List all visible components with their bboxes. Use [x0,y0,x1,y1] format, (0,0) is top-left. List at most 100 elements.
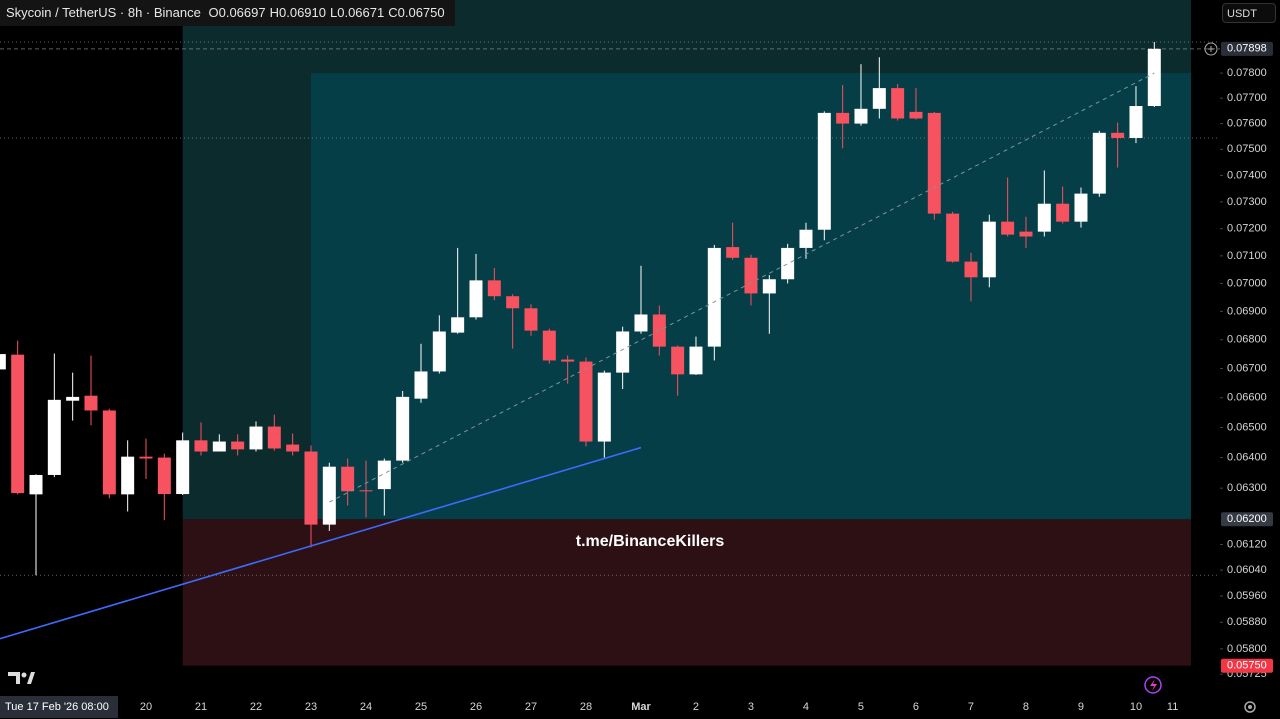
price-marker [1221,658,1273,673]
ohlc-value: 0.06910 [279,5,326,20]
y-tick-label: 0.06040 [1227,564,1267,576]
candle-body [927,112,941,214]
candle-body [121,456,135,495]
x-tick-label: 23 [305,701,317,713]
currency-button[interactable]: USDT [1222,3,1276,23]
y-tick-label: 0.07000 [1227,277,1267,289]
settings-icon[interactable] [1244,701,1256,713]
ohlc-key: H [269,5,279,20]
zone [182,519,1191,666]
y-tick-label: 0.07800 [1227,67,1267,79]
candle-body [506,296,520,309]
x-tick-label: Tue 17 Feb '26 08:00 [5,701,109,713]
candle-body [781,247,795,280]
candle-body [1056,203,1070,222]
candle-body [231,441,245,450]
candle-body [1037,203,1051,232]
x-tick-label: 27 [525,701,537,713]
candle-body [341,466,355,492]
ohlc-key: L [330,5,338,20]
x-tick-label: 26 [470,701,482,713]
candle-body [194,440,208,452]
legend-header: Skycoin / TetherUS · 8h · Binance O0.066… [0,0,455,26]
add-alert-icon[interactable] [1204,42,1218,56]
x-tick-label: 4 [803,701,809,713]
price-marker-label: 0.05750 [1227,660,1267,672]
y-tick-label: 0.06120 [1227,538,1267,550]
candle-body [891,88,905,119]
candle-body [487,280,501,297]
candle-body [561,359,575,362]
plot-area [0,0,1220,666]
candle-body [29,474,43,495]
y-tick-label: 0.07300 [1227,196,1267,208]
y-tick-label: 0.06400 [1227,451,1267,463]
candle-body [1147,48,1161,107]
candle-body [451,317,465,333]
x-tick-label: 20 [140,701,152,713]
candle-body [322,466,336,525]
candle-body [249,426,263,450]
candle-body [304,451,318,525]
y-tick-label: 0.06300 [1227,482,1267,494]
candle-body [139,456,153,459]
y-tick-label: 0.06600 [1227,392,1267,404]
candle-body [1074,193,1088,222]
ohlc-value: 0.06697 [218,5,266,20]
candle-body [982,221,996,278]
x-tick-label: 5 [858,701,864,713]
candle-body [286,444,300,452]
watermark: t.me/BinanceKillers [576,533,725,550]
candle-body [47,399,61,475]
x-tick-label: 22 [250,701,262,713]
candle-body [616,331,630,373]
candle-body [432,331,446,372]
candle-body [854,108,868,124]
candle-body [707,247,721,347]
y-tick-label: 0.07600 [1227,117,1267,129]
x-tick-label: 8 [1023,701,1029,713]
x-tick-label: 7 [968,701,974,713]
y-tick-label: 0.07400 [1227,169,1267,181]
y-tick-label: 0.05880 [1227,616,1267,628]
axes: 0.07800 0.07700 0.07600 0.07500 0.07400 0.073… [0,41,1273,718]
y-tick-label: 0.06700 [1227,362,1267,374]
candle-body [671,346,685,375]
candle-body [946,213,960,262]
candle-body [267,426,281,449]
x-tick-label: 11 [1167,701,1178,713]
candle-body [0,354,6,370]
y-tick-label: 0.07200 [1227,223,1267,235]
x-tick-label: 25 [415,701,427,713]
tv-logo [8,672,35,684]
candle-body [1129,106,1143,138]
y-tick-label: 0.06900 [1227,305,1267,317]
candle-body [817,112,831,230]
candle-body [872,88,886,109]
candle-body [66,396,80,401]
x-tick-label: 9 [1078,701,1084,713]
candle-body [964,261,978,278]
x-tick-label: 2 [693,701,699,713]
x-tick-label: 24 [360,701,372,713]
candle-body [1001,221,1015,235]
candle-body [469,280,483,318]
ohlc-key: C [388,5,398,20]
candle-body [597,372,611,442]
lightning-icon[interactable] [1144,676,1162,694]
candle-body [1092,132,1106,194]
x-tick-label: Mar [631,701,651,713]
candle-body [524,308,538,331]
candle-body [542,330,556,361]
price-marker-label: 0.07898 [1227,43,1267,55]
ohlc-value: 0.06671 [337,5,385,20]
y-tick-label: 0.07500 [1227,143,1267,155]
candle-body [11,354,25,494]
ohlc-value: 0.06750 [397,5,445,20]
candle-body [102,410,116,495]
candle-body [579,361,593,442]
candle-body [909,111,923,119]
y-tick-label: 0.06500 [1227,421,1267,433]
